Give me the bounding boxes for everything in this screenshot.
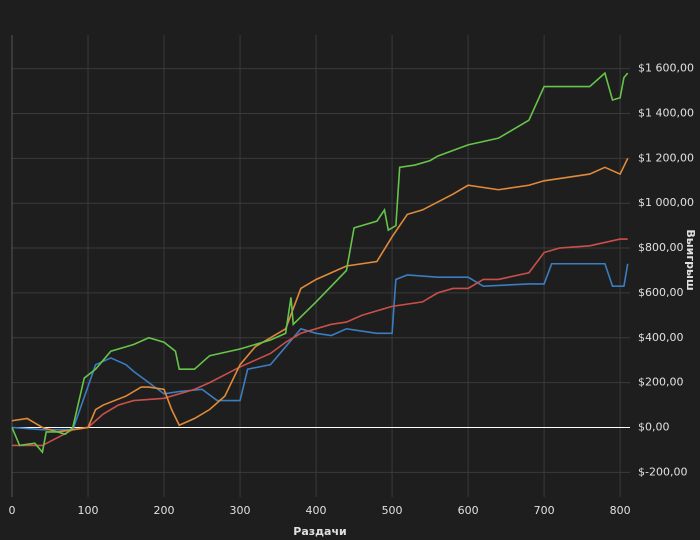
- y-tick-label: $1 000,00: [638, 196, 694, 209]
- x-tick-label: 0: [9, 504, 16, 517]
- y-tick-label: $-200,00: [638, 465, 687, 478]
- y-axis-label: Выигрыш: [684, 229, 697, 290]
- x-tick-label: 700: [534, 504, 555, 517]
- x-tick-label: 600: [458, 504, 479, 517]
- x-tick-label: 500: [382, 504, 403, 517]
- y-tick-label: $1 200,00: [638, 151, 694, 164]
- series-line: [11, 158, 629, 433]
- y-tick-label: $0,00: [638, 420, 670, 433]
- y-tick-label: $1 400,00: [638, 106, 694, 119]
- series-line: [11, 71, 629, 454]
- x-tick-label: 100: [78, 504, 99, 517]
- y-tick-label: $200,00: [638, 376, 684, 389]
- x-tick-label: 400: [306, 504, 327, 517]
- series-line: [12, 238, 628, 447]
- y-tick-label: $400,00: [638, 331, 684, 344]
- x-tick-label: 800: [610, 504, 631, 517]
- x-tick-label: 300: [230, 504, 251, 517]
- x-axis-label: Раздачи: [293, 525, 346, 538]
- x-tick-label: 200: [154, 504, 175, 517]
- y-tick-label: $800,00: [638, 241, 684, 254]
- series-line: [11, 262, 629, 431]
- y-tick-label: $1 600,00: [638, 62, 694, 75]
- y-tick-label: $600,00: [638, 286, 684, 299]
